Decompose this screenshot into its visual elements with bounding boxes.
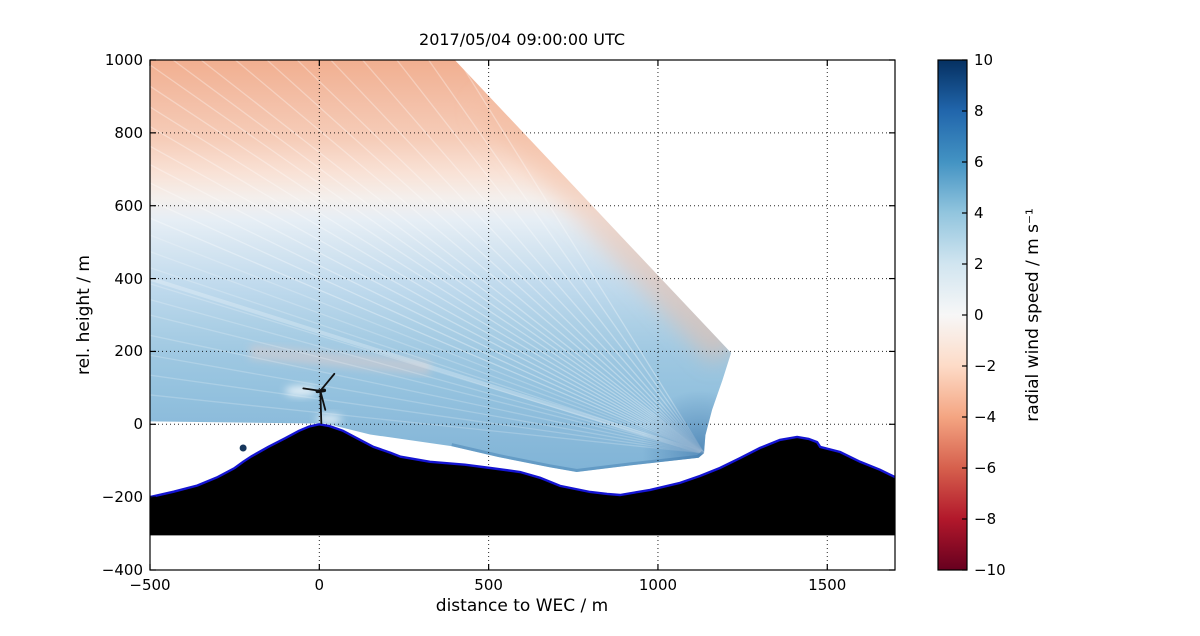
lidar-scan-fan [150, 60, 732, 472]
axes-frame [149, 59, 896, 571]
colorbar-tick-label: 4 [974, 204, 984, 222]
y-tick-label: 200 [114, 342, 143, 361]
colorbar-label: radial wind speed / m s⁻¹ [1023, 208, 1043, 422]
colorbar-tick-label: 6 [974, 153, 984, 171]
y-tick-label: 800 [114, 123, 143, 142]
y-tick-label: −400 [101, 561, 143, 579]
x-tick-label: 1000 [638, 576, 678, 594]
x-tick-label: 1500 [808, 576, 847, 594]
lidar-marker-dot [239, 444, 247, 452]
y-tick-label: −200 [101, 488, 143, 507]
terrain-silhouette [150, 424, 895, 536]
colorbar-tick-label: −2 [974, 357, 997, 375]
colorbar-tick-label: 2 [974, 255, 984, 273]
wind-turbine [302, 372, 336, 425]
colorbar-tick-label: −4 [974, 408, 997, 426]
colorbar-tick-label: 8 [974, 102, 984, 120]
colorbar-tick-label: −10 [974, 561, 1006, 579]
y-tick-label: 400 [114, 269, 143, 288]
y-tick-label: 1000 [104, 51, 143, 69]
x-tick-label: 0 [314, 576, 325, 594]
colorbar-tick-label: 0 [974, 306, 984, 324]
x-axis-label: distance to WEC / m [435, 596, 609, 616]
y-tick-label: 600 [114, 196, 143, 215]
colorbar-tick-label: −8 [974, 510, 997, 528]
y-tick-label: 0 [133, 415, 143, 434]
colorbar-tick-label: 10 [974, 51, 994, 69]
colorbar-tick-label: −6 [974, 459, 997, 477]
chart-title: 2017/05/04 09:00:00 UTC [419, 30, 625, 49]
terrain-outline [149, 423, 896, 499]
x-tick-label: 500 [474, 576, 503, 594]
x-tick-label: −500 [129, 576, 171, 594]
